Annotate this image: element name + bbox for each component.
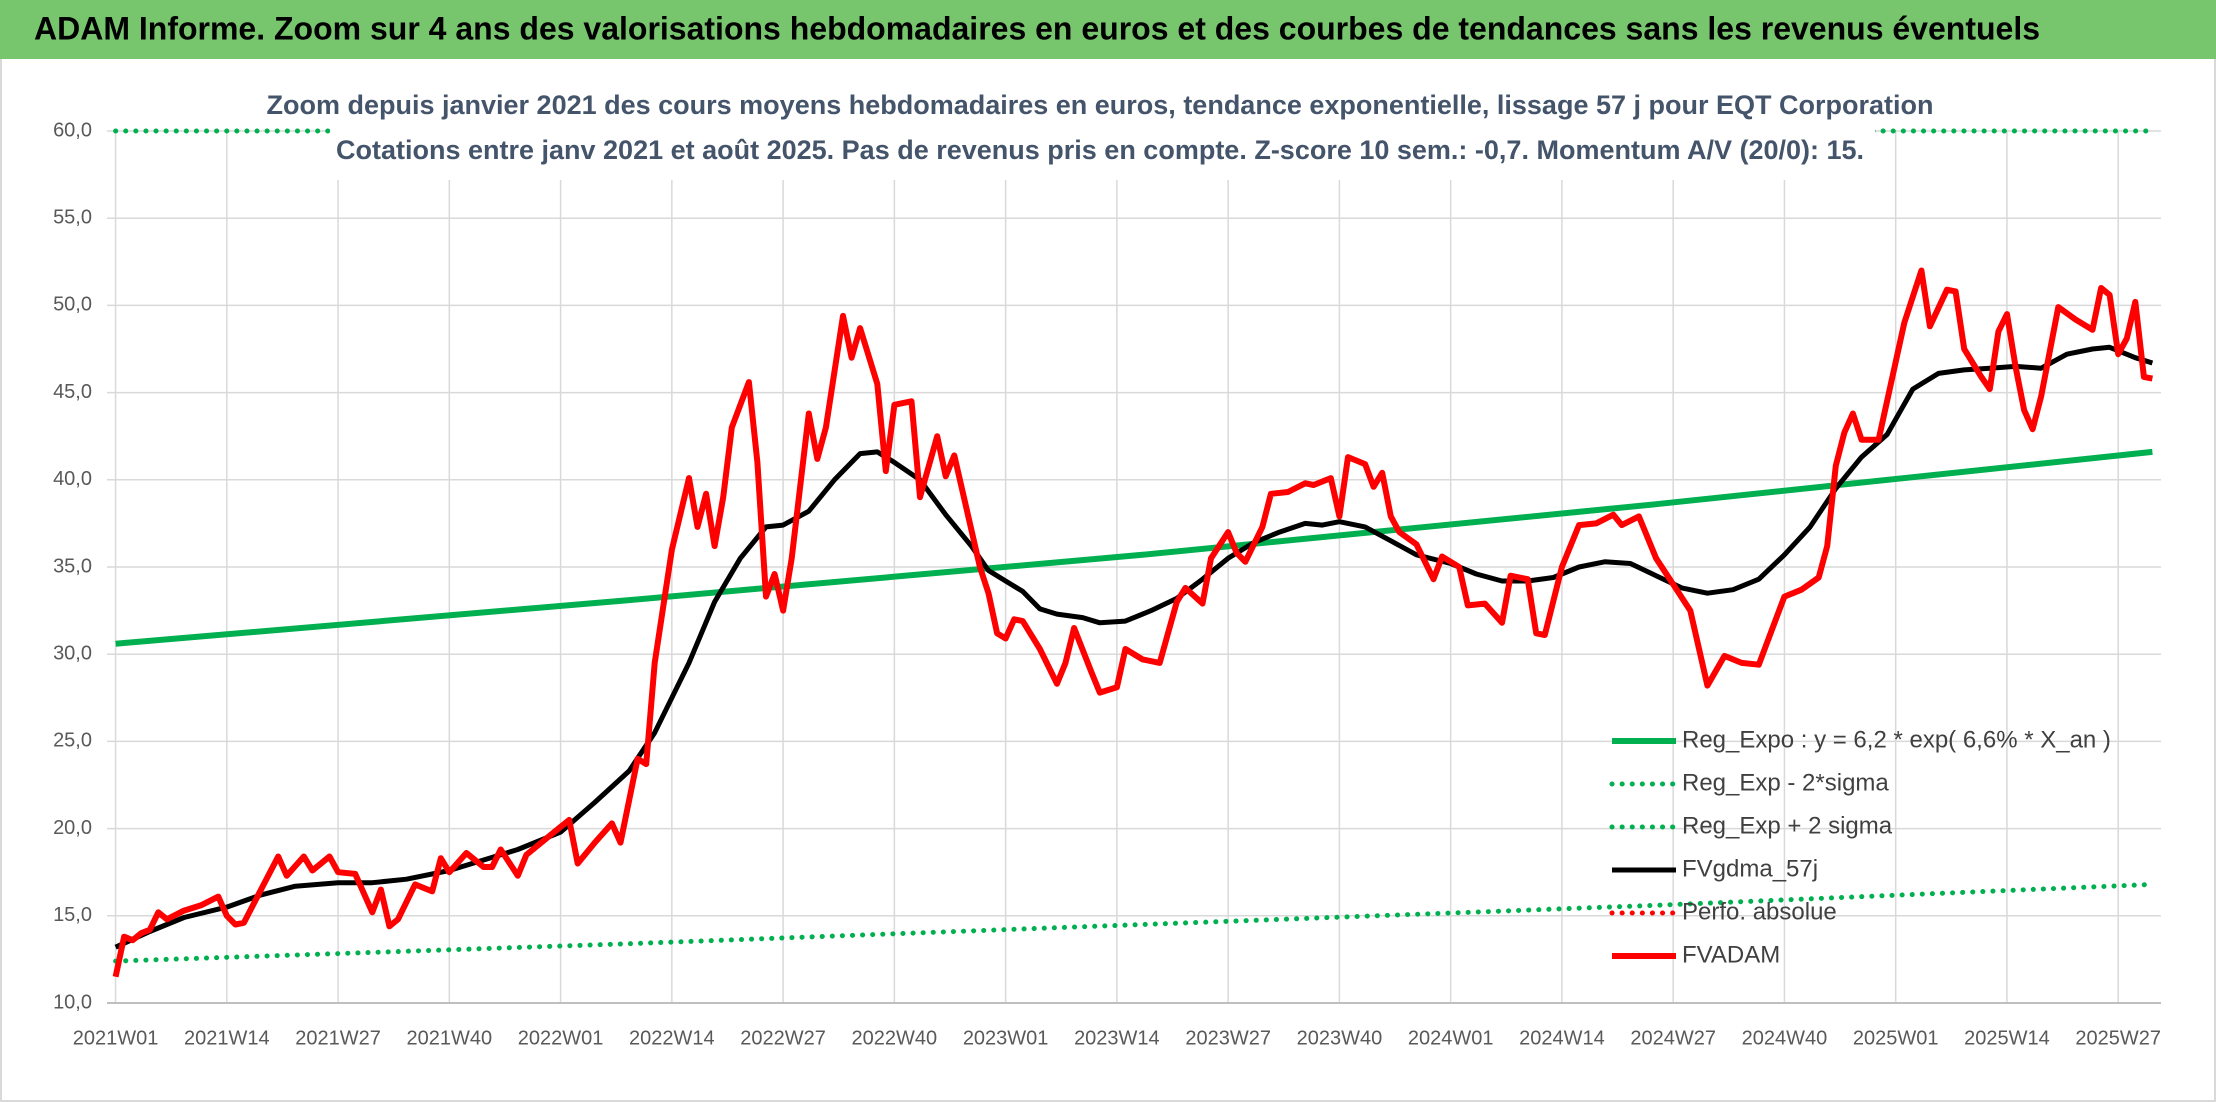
x-tick-label: 2023W40 xyxy=(1297,1027,1383,1049)
subtitle: Zoom depuis janvier 2021 des cours moyen… xyxy=(267,90,1934,120)
x-tick-label: 2022W40 xyxy=(852,1027,938,1049)
x-tick-label: 2022W27 xyxy=(740,1027,826,1049)
x-tick-label: 2025W27 xyxy=(2075,1027,2161,1049)
series-line xyxy=(115,448,2153,647)
y-tick-label: 40,0 xyxy=(53,468,92,490)
subtitle: Cotations entre janv 2021 et août 2025. … xyxy=(336,135,1864,165)
subtitle-background xyxy=(330,84,1875,180)
legend-label: Reg_Expo : y = 6,2 * exp( 6,6% * X_an ) xyxy=(1682,726,2111,753)
x-tick-label: 2022W01 xyxy=(518,1027,604,1049)
y-tick-label: 30,0 xyxy=(53,642,92,664)
legend-label: Perfo. absolue xyxy=(1682,898,1837,925)
subtitle-box: Zoom depuis janvier 2021 des cours moyen… xyxy=(267,84,1934,180)
legend-label: FVADAM xyxy=(1682,941,1780,968)
x-tick-label: 2024W27 xyxy=(1630,1027,1716,1049)
x-tick-label: 2021W01 xyxy=(73,1027,159,1049)
series-line xyxy=(112,267,2153,978)
x-tick-label: 2025W01 xyxy=(1853,1027,1939,1049)
x-tick-label: 2025W14 xyxy=(1964,1027,2050,1049)
y-tick-label: 35,0 xyxy=(53,555,92,577)
x-tick-label: 2021W27 xyxy=(295,1027,381,1049)
x-tick-label: 2024W01 xyxy=(1408,1027,1494,1049)
x-tick-label: 2022W14 xyxy=(629,1027,715,1049)
legend-label: FVgdma_57j xyxy=(1682,855,1818,882)
y-tick-label: 60,0 xyxy=(53,119,92,141)
series-line xyxy=(113,881,2155,964)
legend-label: Reg_Exp + 2 sigma xyxy=(1682,812,1893,839)
y-tick-label: 25,0 xyxy=(53,730,92,752)
y-tick-label: 45,0 xyxy=(53,381,92,403)
x-tick-label: 2023W14 xyxy=(1074,1027,1160,1049)
y-tick-label: 10,0 xyxy=(53,991,92,1013)
x-tick-label: 2023W27 xyxy=(1185,1027,1271,1049)
x-tick-label: 2024W40 xyxy=(1742,1027,1828,1049)
legend-label: Reg_Exp - 2*sigma xyxy=(1682,769,1889,796)
y-tick-label: 20,0 xyxy=(53,817,92,839)
grid: 10,0 15,0 20,0 25,0 30,0 35,0 40,0 45,0 50,0 55,0… xyxy=(53,119,2161,1049)
chart-title: ADAM Informe. Zoom sur 4 ans des valoris… xyxy=(34,10,2040,46)
x-tick-label: 2021W14 xyxy=(184,1027,270,1049)
x-tick-label: 2021W40 xyxy=(407,1027,493,1049)
y-tick-label: 15,0 xyxy=(53,904,92,926)
header-bar xyxy=(0,0,2216,59)
y-tick-label: 55,0 xyxy=(53,206,92,228)
y-tick-label: 50,0 xyxy=(53,294,92,316)
x-tick-label: 2024W14 xyxy=(1519,1027,1605,1049)
x-tick-label: 2023W01 xyxy=(963,1027,1049,1049)
legend: Reg_Expo : y = 6,2 * exp( 6,6% * X_an ) R… xyxy=(1609,726,2111,968)
